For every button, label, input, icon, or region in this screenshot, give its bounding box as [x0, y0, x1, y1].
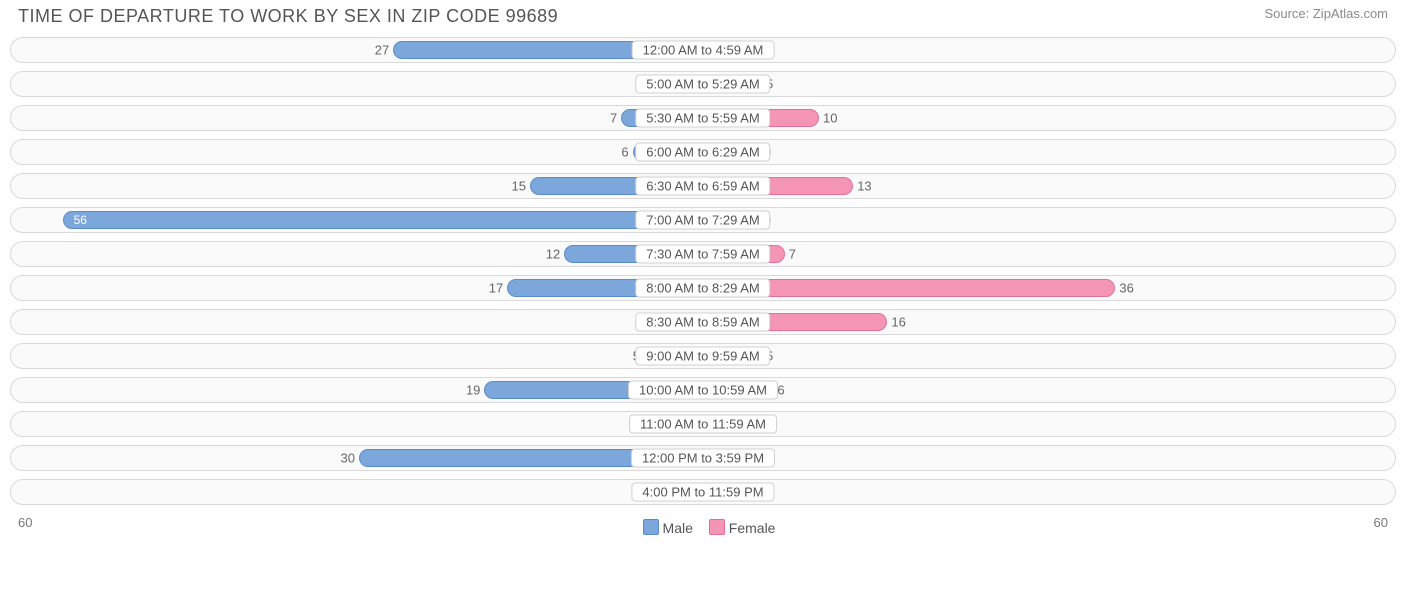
category-label: 6:00 AM to 6:29 AM — [635, 143, 770, 162]
chart-row: 30312:00 PM to 3:59 PM — [10, 445, 1396, 471]
category-label: 7:00 AM to 7:29 AM — [635, 211, 770, 230]
category-label: 8:30 AM to 8:59 AM — [635, 313, 770, 332]
chart-row: 7 10 5:30 AM to 5:59 AM — [10, 105, 1396, 131]
chart-row: 15 13 6:30 AM to 6:59 AM — [10, 173, 1396, 199]
chart-row: 606:00 AM to 6:29 AM — [10, 139, 1396, 165]
chart-row: 0111:00 AM to 11:59 AM — [10, 411, 1396, 437]
male-value: 30 — [341, 451, 355, 466]
male-value: 17 — [489, 281, 503, 296]
chart-title: TIME OF DEPARTURE TO WORK BY SEX IN ZIP … — [18, 6, 558, 27]
chart-row: 17 36 8:00 AM to 8:29 AM — [10, 275, 1396, 301]
legend-female-label: Female — [729, 520, 776, 536]
axis-left-max: 60 — [18, 515, 32, 536]
axis-right-max: 60 — [1374, 515, 1388, 536]
male-value: 15 — [512, 179, 526, 194]
category-label: 5:00 AM to 5:29 AM — [635, 75, 770, 94]
category-label: 8:00 AM to 8:29 AM — [635, 279, 770, 298]
chart-row: 559:00 AM to 9:59 AM — [10, 343, 1396, 369]
category-label: 5:30 AM to 5:59 AM — [635, 109, 770, 128]
category-label: 7:30 AM to 7:59 AM — [635, 245, 770, 264]
category-label: 12:00 PM to 3:59 PM — [631, 449, 775, 468]
category-label: 11:00 AM to 11:59 AM — [629, 415, 777, 434]
male-value: 27 — [375, 43, 389, 58]
male-bar: 56 — [63, 211, 703, 229]
chart-row: 19 610:00 AM to 10:59 AM — [10, 377, 1396, 403]
legend: Male Female — [631, 515, 776, 536]
category-label: 6:30 AM to 6:59 AM — [635, 177, 770, 196]
female-value: 7 — [789, 247, 796, 262]
male-swatch — [643, 519, 659, 535]
diverging-bar-chart: 27412:00 AM to 4:59 AM 055:00 AM to 5:29 … — [0, 37, 1406, 505]
source-attribution: Source: ZipAtlas.com — [1264, 6, 1388, 21]
female-value: 36 — [1119, 281, 1133, 296]
legend-male-label: Male — [663, 520, 693, 536]
chart-row: 12 7 7:30 AM to 7:59 AM — [10, 241, 1396, 267]
female-value: 13 — [857, 179, 871, 194]
chart-row: 5607:00 AM to 7:29 AM — [10, 207, 1396, 233]
chart-row: 27412:00 AM to 4:59 AM — [10, 37, 1396, 63]
female-value: 16 — [891, 315, 905, 330]
chart-row: 004:00 PM to 11:59 PM — [10, 479, 1396, 505]
chart-row: 4168:30 AM to 8:59 AM — [10, 309, 1396, 335]
category-label: 9:00 AM to 9:59 AM — [635, 347, 770, 366]
male-value: 19 — [466, 383, 480, 398]
male-value: 6 — [621, 145, 628, 160]
category-label: 4:00 PM to 11:59 PM — [631, 483, 774, 502]
male-value: 7 — [610, 111, 617, 126]
female-swatch — [709, 519, 725, 535]
chart-row: 055:00 AM to 5:29 AM — [10, 71, 1396, 97]
male-value: 56 — [68, 213, 93, 227]
female-value: 10 — [823, 111, 837, 126]
female-value: 6 — [777, 383, 784, 398]
male-value: 12 — [546, 247, 560, 262]
category-label: 10:00 AM to 10:59 AM — [628, 381, 778, 400]
category-label: 12:00 AM to 4:59 AM — [632, 41, 775, 60]
